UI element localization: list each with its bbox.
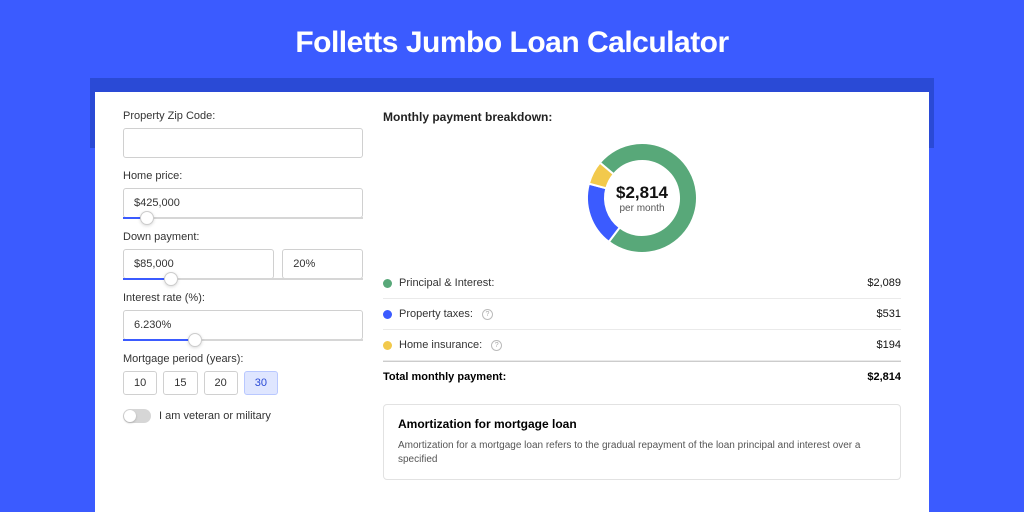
info-icon[interactable]: ? (482, 309, 493, 320)
zip-input[interactable] (123, 128, 363, 158)
home-price-label: Home price: (123, 170, 363, 182)
donut-chart-area: $2,814 per month (383, 132, 901, 268)
veteran-toggle[interactable] (123, 409, 151, 423)
home-price-input[interactable] (123, 188, 363, 218)
donut-amount: $2,814 (616, 183, 668, 203)
period-button-30[interactable]: 30 (244, 371, 278, 395)
period-buttons: 1015 2030 (123, 371, 363, 395)
breakdown-value: $531 (877, 308, 901, 320)
breakdown-value: $2,089 (867, 277, 901, 289)
breakdown-total-row: Total monthly payment: $2,814 (383, 361, 901, 392)
breakdown-label: Home insurance: (399, 339, 482, 351)
amortization-title: Amortization for mortgage loan (398, 417, 886, 431)
amortization-box: Amortization for mortgage loan Amortizat… (383, 404, 901, 480)
breakdown-row: Property taxes:? $531 (383, 299, 901, 330)
period-button-20[interactable]: 20 (204, 371, 238, 395)
period-label: Mortgage period (years): (123, 353, 363, 365)
down-payment-label: Down payment: (123, 231, 363, 243)
breakdown-label: Property taxes: (399, 308, 473, 320)
interest-label: Interest rate (%): (123, 292, 363, 304)
swatch-icon (383, 310, 392, 319)
down-payment-amount-input[interactable] (123, 249, 274, 279)
info-icon[interactable]: ? (491, 340, 502, 351)
down-payment-field: Down payment: (123, 231, 363, 280)
interest-field: Interest rate (%): (123, 292, 363, 341)
home-price-slider[interactable] (123, 217, 363, 219)
zip-label: Property Zip Code: (123, 110, 363, 122)
form-column: Property Zip Code: Home price: Down paym… (123, 110, 363, 494)
breakdown-row: Home insurance:? $194 (383, 330, 901, 361)
home-price-field: Home price: (123, 170, 363, 219)
breakdown-title: Monthly payment breakdown: (383, 110, 901, 124)
swatch-icon (383, 279, 392, 288)
breakdown-rows: Principal & Interest: $2,089 Property taxe… (383, 268, 901, 392)
total-label: Total monthly payment: (383, 371, 506, 383)
swatch-icon (383, 341, 392, 350)
down-payment-percent-input[interactable] (282, 249, 363, 279)
interest-slider-thumb[interactable] (188, 333, 202, 347)
breakdown-value: $194 (877, 339, 901, 351)
interest-slider[interactable] (123, 339, 363, 341)
period-button-10[interactable]: 10 (123, 371, 157, 395)
donut-center: $2,814 per month (582, 138, 702, 258)
breakdown-row: Principal & Interest: $2,089 (383, 268, 901, 299)
down-payment-slider-thumb[interactable] (164, 272, 178, 286)
down-payment-slider[interactable] (123, 278, 363, 280)
donut-chart: $2,814 per month (582, 138, 702, 258)
zip-field: Property Zip Code: (123, 110, 363, 158)
home-price-slider-thumb[interactable] (140, 211, 154, 225)
breakdown-label: Principal & Interest: (399, 277, 494, 289)
breakdown-column: Monthly payment breakdown: $2,814 per mo… (383, 110, 901, 494)
period-field: Mortgage period (years): 1015 2030 (123, 353, 363, 395)
page-title: Folletts Jumbo Loan Calculator (0, 0, 1024, 78)
total-value: $2,814 (867, 371, 901, 383)
amortization-text: Amortization for a mortgage loan refers … (398, 439, 886, 467)
period-button-15[interactable]: 15 (163, 371, 197, 395)
donut-sub: per month (619, 203, 664, 214)
veteran-row: I am veteran or military (123, 409, 363, 423)
veteran-label: I am veteran or military (159, 410, 271, 422)
interest-input[interactable] (123, 310, 363, 340)
calculator-panel: Property Zip Code: Home price: Down paym… (95, 92, 929, 512)
